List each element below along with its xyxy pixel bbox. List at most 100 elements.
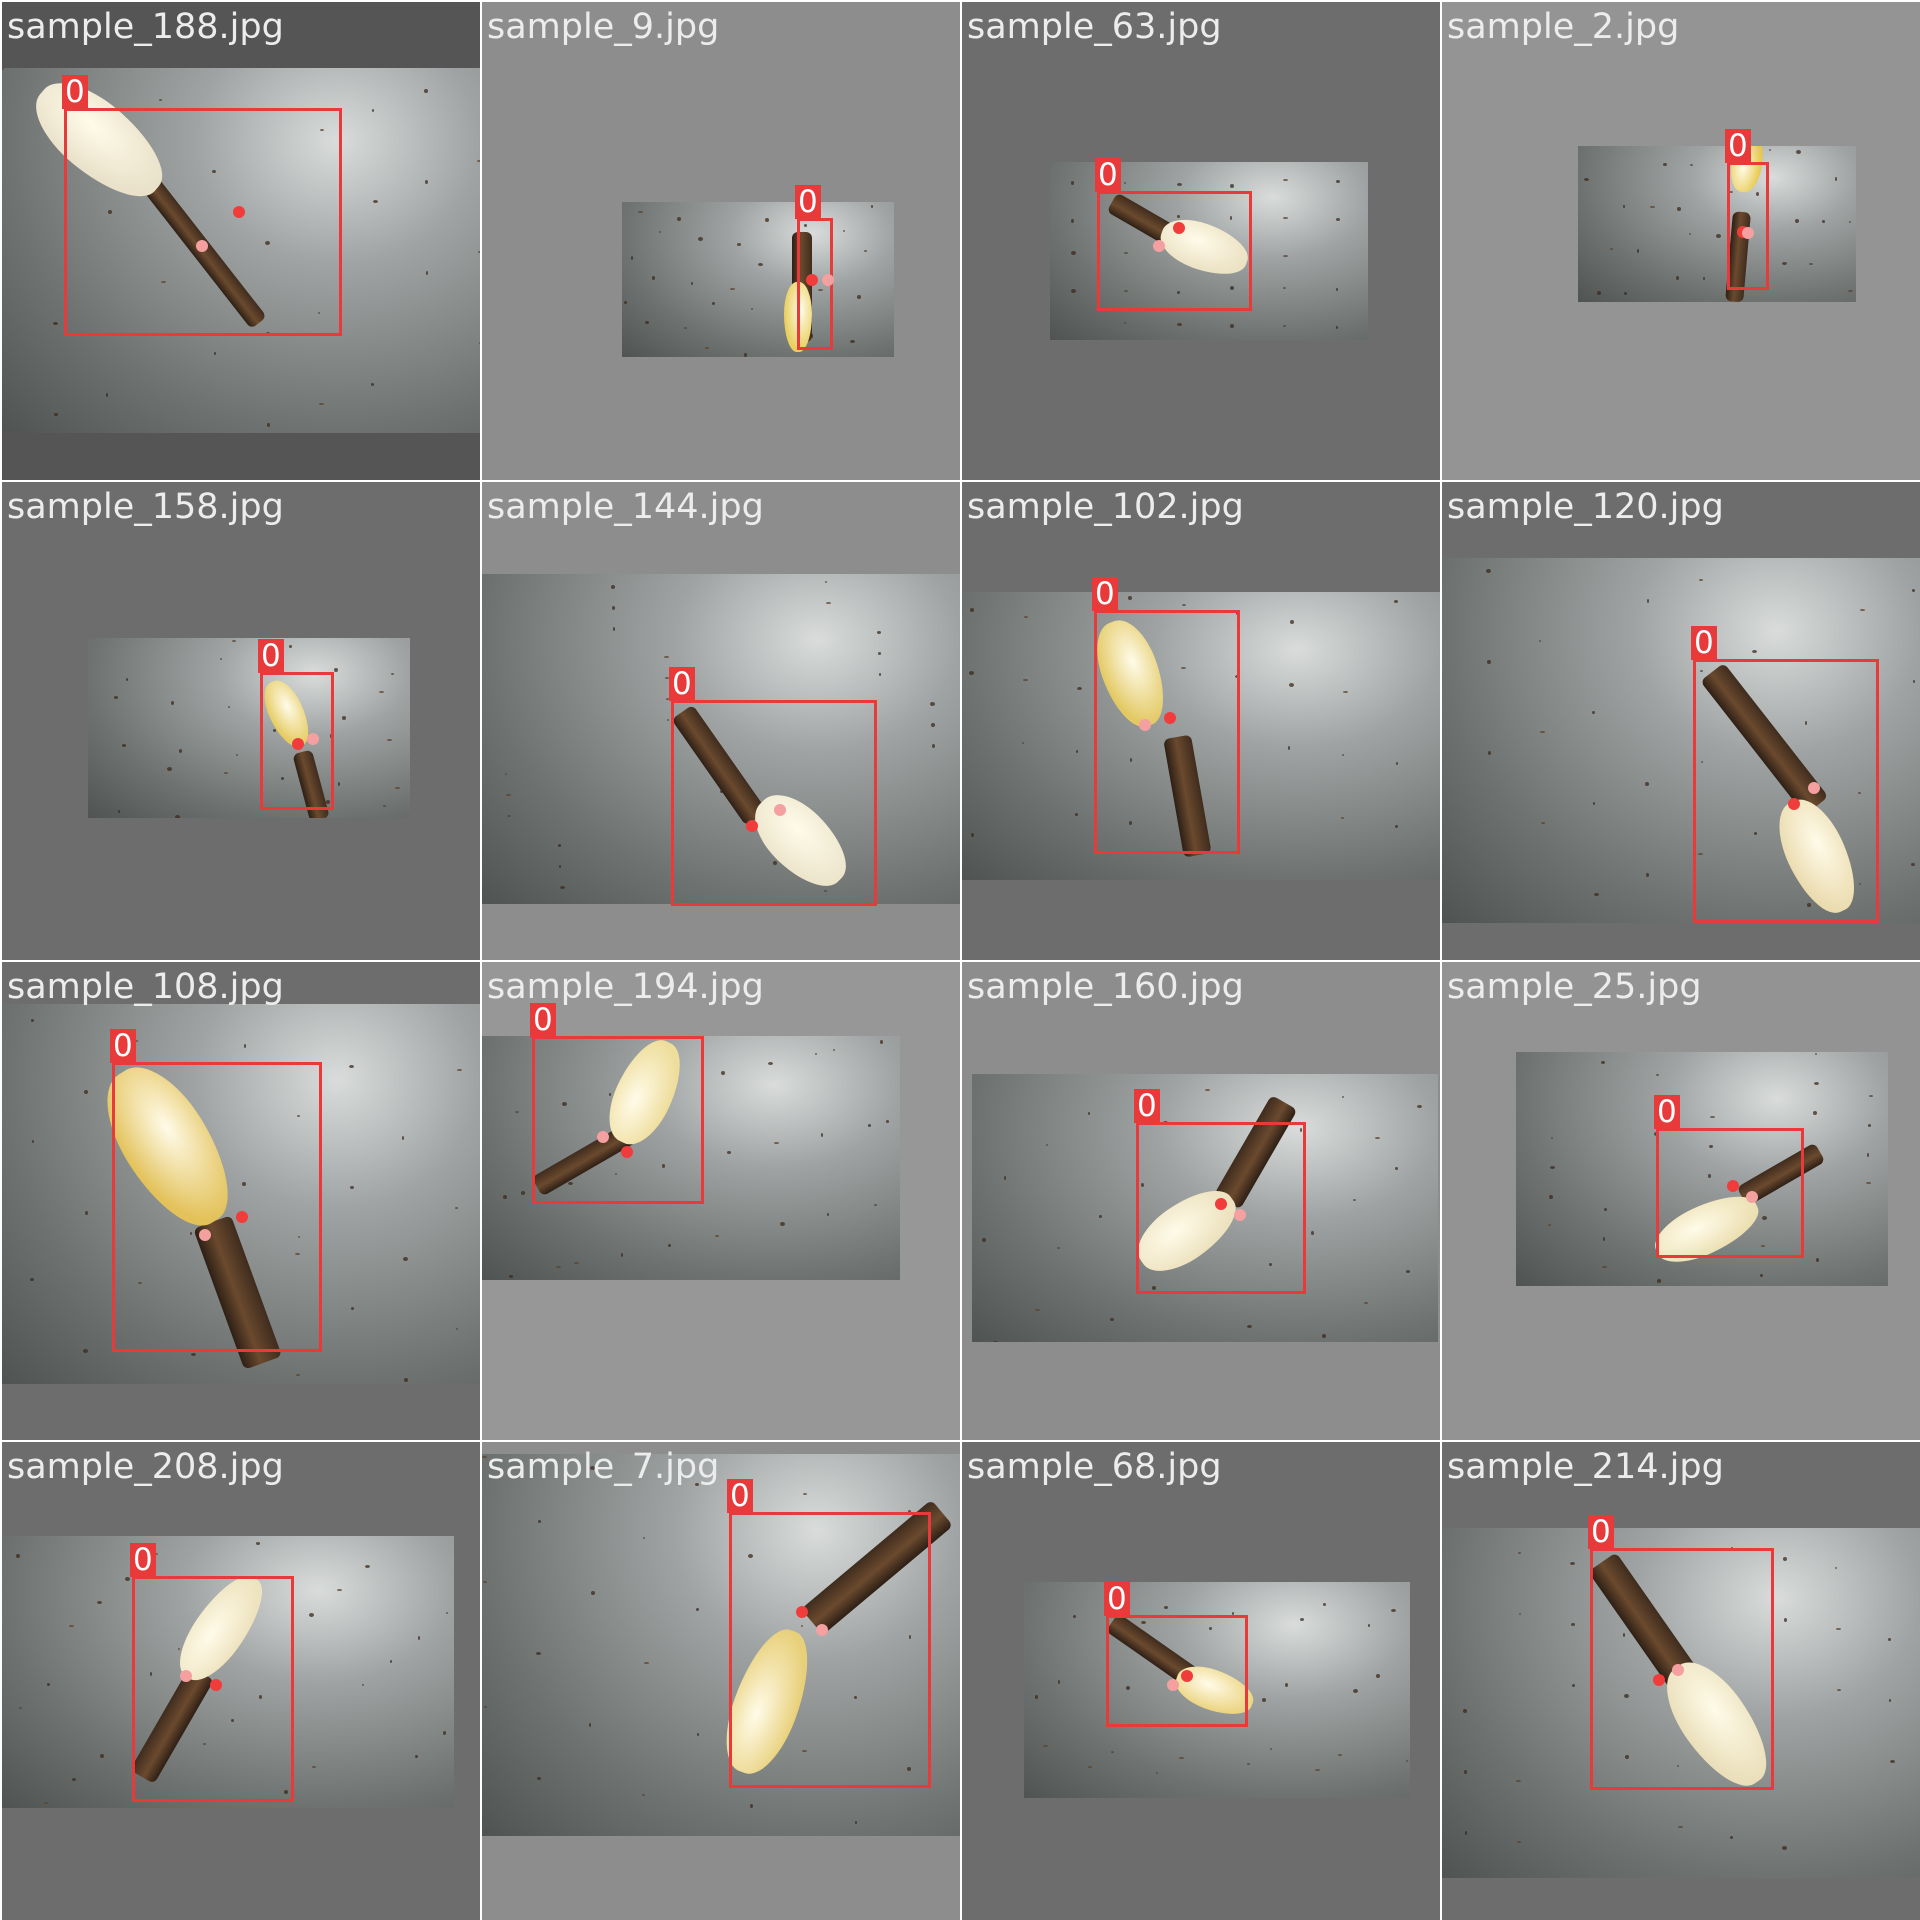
debris-speck — [1262, 1698, 1266, 1702]
debris-speck — [613, 627, 615, 631]
debris-speck — [1164, 1606, 1168, 1609]
debris-speck — [424, 89, 428, 93]
debris-speck — [443, 1731, 446, 1735]
debris-speck — [228, 706, 230, 708]
debris-speck — [1486, 569, 1491, 573]
keypoint-b — [1234, 1209, 1246, 1221]
debris-speck — [350, 1186, 354, 1189]
debris-speck — [824, 890, 827, 892]
debris-speck — [1809, 263, 1813, 265]
debris-speck — [455, 1207, 458, 1209]
debris-speck — [1913, 680, 1915, 683]
debris-speck — [54, 413, 58, 416]
keypoint-a — [292, 738, 304, 750]
debris-speck — [1550, 1166, 1555, 1169]
debris-speck — [1247, 1325, 1252, 1328]
debris-speck — [1624, 292, 1627, 295]
debris-speck — [1124, 252, 1128, 254]
debris-speck — [804, 224, 807, 227]
tile-filename: sample_68.jpg — [967, 1447, 1222, 1487]
debris-speck — [748, 1554, 753, 1558]
debris-speck — [1519, 1613, 1521, 1615]
tile-photo — [482, 574, 960, 904]
grid-tile: 0 sample_160.jpg — [962, 962, 1440, 1440]
keypoint-b — [1746, 1191, 1758, 1203]
debris-speck — [296, 1374, 300, 1376]
debris-speck — [203, 1743, 206, 1745]
keypoint-b — [774, 804, 786, 816]
keypoint-a — [1215, 1198, 1227, 1210]
tile-filename: sample_102.jpg — [967, 487, 1244, 527]
debris-speck — [1837, 1689, 1841, 1691]
debris-speck — [1594, 893, 1599, 896]
bounding-box — [112, 1062, 322, 1352]
class-label: 0 — [258, 639, 284, 673]
debris-speck — [72, 1778, 76, 1781]
debris-speck — [643, 1537, 645, 1539]
keypoint-a — [1727, 1180, 1739, 1192]
class-label: 0 — [1654, 1095, 1680, 1129]
debris-speck — [536, 1652, 541, 1655]
bounding-box — [1094, 610, 1240, 854]
debris-speck — [31, 1019, 34, 1022]
debris-speck — [179, 749, 182, 753]
debris-speck — [612, 606, 615, 610]
debris-speck — [1756, 192, 1759, 196]
tile-photo — [482, 1036, 900, 1280]
debris-speck — [1716, 234, 1721, 238]
debris-speck — [1601, 1061, 1605, 1064]
debris-speck — [44, 1802, 48, 1804]
debris-speck — [562, 1102, 567, 1106]
debris-speck — [1540, 731, 1545, 733]
debris-speck — [69, 1625, 74, 1627]
debris-speck — [1023, 679, 1028, 681]
debris-speck — [843, 230, 845, 232]
debris-speck — [1848, 290, 1853, 292]
debris-speck — [1071, 219, 1074, 223]
class-label: 0 — [1691, 626, 1717, 660]
debris-speck — [506, 794, 511, 796]
debris-speck — [1813, 1111, 1817, 1115]
debris-speck — [611, 585, 615, 589]
debris-speck — [1541, 822, 1545, 824]
debris-speck — [695, 1483, 699, 1486]
debris-speck — [284, 1790, 288, 1794]
debris-speck — [515, 1111, 519, 1113]
debris-speck — [32, 1140, 34, 1143]
debris-speck — [1752, 650, 1757, 653]
debris-speck — [1868, 1124, 1871, 1127]
keypoint-a — [746, 820, 758, 832]
class-label: 0 — [1725, 129, 1751, 163]
debris-speck — [265, 241, 270, 245]
debris-speck — [877, 631, 881, 634]
grid-tile: 0 sample_68.jpg — [962, 1442, 1440, 1920]
debris-speck — [1152, 1286, 1156, 1290]
debris-speck — [1406, 1760, 1408, 1762]
debris-speck — [1822, 220, 1825, 223]
debris-speck — [1754, 832, 1757, 835]
debris-speck — [1888, 1638, 1891, 1641]
debris-speck — [319, 403, 324, 405]
debris-speck — [1071, 251, 1076, 255]
debris-speck — [1623, 1633, 1625, 1637]
debris-speck — [825, 581, 827, 583]
bounding-box — [1727, 162, 1769, 290]
debris-speck — [930, 702, 935, 706]
tile-filename: sample_9.jpg — [487, 7, 720, 47]
debris-speck — [1315, 1769, 1320, 1771]
debris-speck — [1141, 1183, 1144, 1187]
debris-speck — [334, 668, 338, 672]
debris-speck — [589, 1723, 591, 1727]
debris-speck — [537, 1777, 541, 1780]
debris-speck — [1584, 178, 1589, 181]
debris-speck — [214, 352, 216, 355]
debris-speck — [871, 205, 873, 208]
debris-speck — [971, 833, 974, 837]
debris-speck — [664, 656, 669, 658]
debris-speck — [1283, 325, 1286, 327]
debris-speck — [1835, 177, 1837, 181]
debris-speck — [484, 1706, 487, 1708]
debris-speck — [298, 1236, 300, 1238]
debris-speck — [727, 1151, 731, 1154]
bounding-box — [729, 1512, 931, 1788]
